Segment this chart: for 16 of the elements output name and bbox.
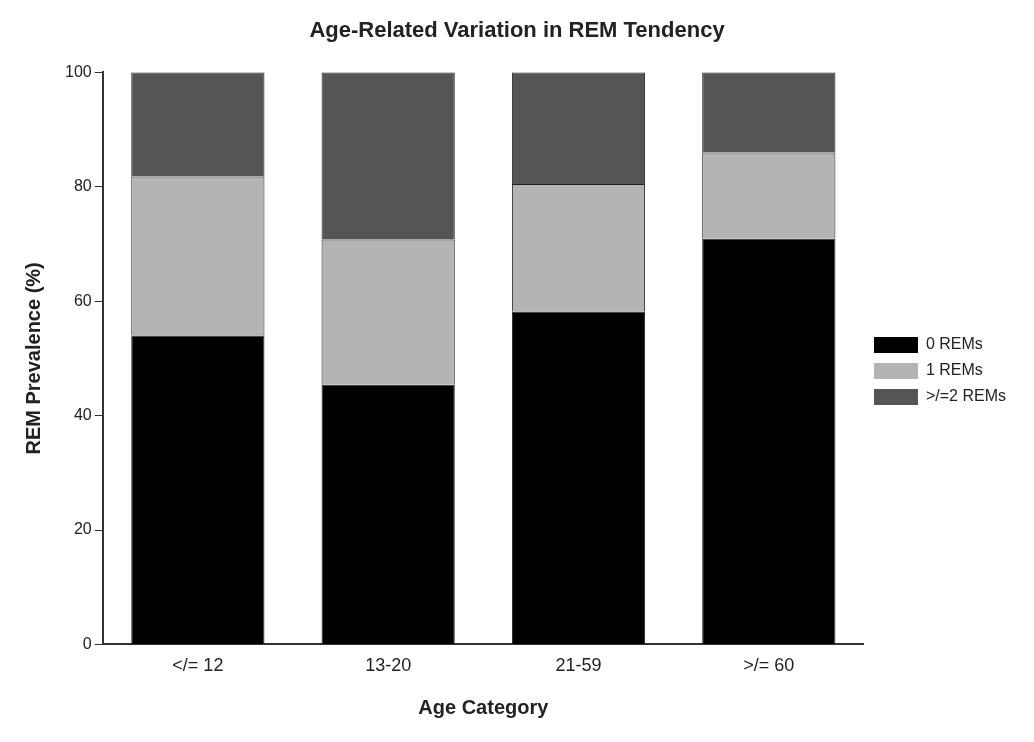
x-tick-label: 13-20 <box>365 655 412 676</box>
x-tick-label: </= 12 <box>172 655 224 676</box>
y-tick-label: 100 <box>64 62 92 80</box>
y-tick-label: 40 <box>73 406 92 424</box>
y-tick-label: 20 <box>73 520 92 538</box>
legend-label: 0 REMs <box>925 335 983 353</box>
y-tick-label: 60 <box>73 291 92 309</box>
legend-label: >/=2 REMs <box>925 387 1006 405</box>
chart-title: Age-Related Variation in REM Tendency <box>309 17 726 43</box>
y-axis-title: REM Prevalence (%) <box>21 262 44 455</box>
y-tick-label: 0 <box>82 634 92 652</box>
x-tick-label: >/= 60 <box>743 655 795 676</box>
x-axis-title: Age Category <box>418 695 550 718</box>
x-tick-label: 21-59 <box>555 655 602 676</box>
y-tick-label: 80 <box>73 177 92 195</box>
legend-label: 1 REMs <box>925 361 983 379</box>
